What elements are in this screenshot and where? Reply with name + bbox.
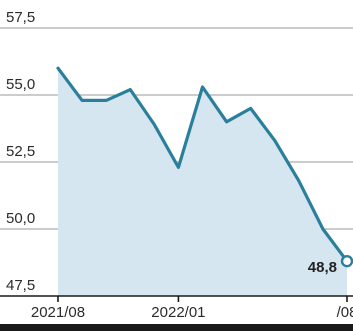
y-tick-label: 55,0: [6, 76, 35, 93]
series-line: [56, 66, 349, 263]
last-point-marker: [340, 254, 353, 268]
y-tick-label: 52,5: [6, 143, 35, 160]
last-value-label: 48,8: [308, 259, 337, 276]
bottom-rule: [0, 324, 353, 331]
x-tick-label: 2022/01: [151, 304, 205, 321]
y-tick-label: 57,5: [6, 9, 35, 26]
x-tick-labels: 2021/08 2022/01/08: [31, 304, 353, 321]
y-tick-labels: 57,5 55,0 52,5 50,0 47,5: [6, 9, 35, 294]
x-axis: [0, 295, 353, 331]
y-tick-label: 50,0: [6, 210, 35, 227]
y-tick-label: 47,5: [6, 277, 35, 294]
x-tick-label: 2021/08: [31, 304, 85, 321]
area-fill: [58, 68, 347, 296]
x-tick-label: /08: [337, 304, 353, 321]
